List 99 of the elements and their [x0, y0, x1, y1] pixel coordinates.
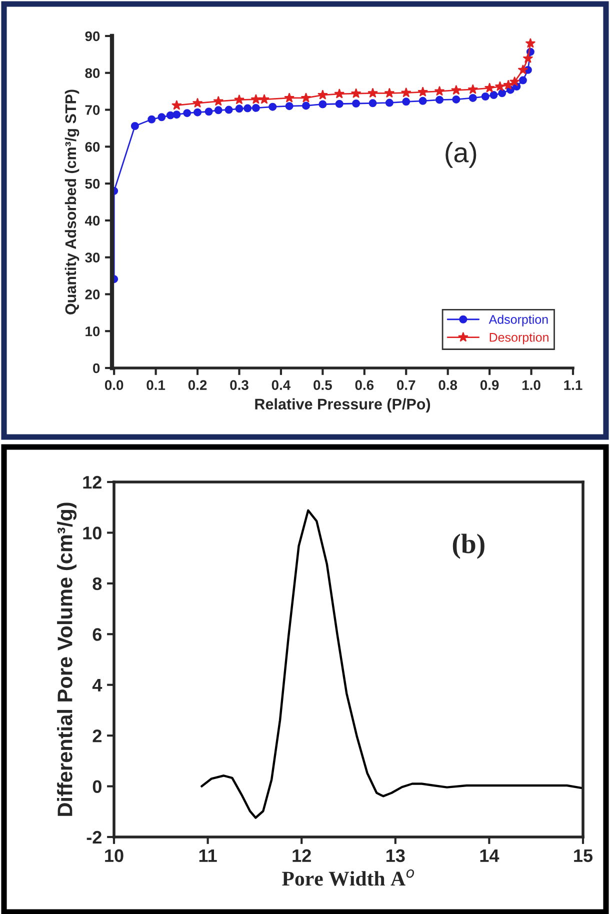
x-tick-label: 0.9 [480, 380, 499, 390]
point [468, 84, 478, 94]
x-tick-label: 15 [574, 849, 593, 862]
x-tick-label: 0.3 [230, 380, 248, 390]
point [400, 87, 412, 98]
point [172, 110, 181, 119]
x-tick-label: 12 [292, 849, 311, 862]
point [334, 88, 345, 98]
y-tick-label: 6 [92, 628, 102, 641]
y-tick-label: 30 [85, 252, 100, 263]
point [418, 96, 427, 105]
point [384, 88, 395, 98]
point [385, 98, 394, 107]
point [452, 95, 460, 104]
y-tick-label: 8 [92, 577, 102, 590]
point [158, 113, 166, 122]
point [518, 76, 527, 84]
y-tick-label: -2 [86, 830, 102, 844]
y-tick-label: 40 [84, 216, 100, 226]
y-tick-label: 4 [92, 678, 102, 692]
point [300, 92, 312, 102]
y-axis-title: Differential Pore Volume (cm³/g) [57, 502, 77, 816]
legend-label: Desorption [490, 332, 548, 344]
x-tick-label: 1.1 [564, 380, 582, 390]
point [284, 92, 294, 102]
point [194, 108, 202, 116]
point [268, 102, 277, 111]
point [481, 92, 490, 100]
point [352, 100, 360, 108]
x-tick-label: 0.5 [314, 380, 332, 390]
point [148, 115, 156, 124]
point [285, 102, 294, 110]
y-tick-label: 10 [86, 326, 100, 336]
point [494, 81, 506, 91]
point [213, 96, 224, 106]
point [503, 80, 514, 90]
point [490, 91, 498, 100]
y-tick-label: 50 [85, 178, 100, 189]
point [518, 64, 528, 74]
point [350, 88, 362, 98]
x-tick-label: 1.0 [522, 380, 540, 390]
x-tick-label: 0.2 [188, 380, 207, 390]
y-tick-label: 60 [85, 142, 100, 152]
x-tick-label: 0.8 [438, 380, 458, 390]
point [244, 104, 252, 112]
point [436, 96, 444, 104]
x-tick-label: 11 [199, 849, 217, 862]
y-tick-label: 20 [85, 290, 100, 300]
point [130, 122, 139, 130]
point [522, 53, 534, 63]
point [468, 94, 477, 102]
y-tick-label: 0 [93, 363, 100, 374]
point [484, 82, 495, 92]
y-tick-label: 2 [92, 730, 102, 742]
x-tick-label: 0.7 [397, 380, 416, 390]
legend-label: Adsorption [488, 314, 548, 326]
y-tick-label: 90 [85, 31, 100, 42]
x-axis-title: Relative Pressure (P/Po) [255, 398, 430, 413]
point [368, 88, 378, 98]
annotation: (a) [446, 142, 476, 168]
point [235, 104, 244, 113]
point [368, 99, 377, 108]
x-axis-title: Pore Width A$^{o}$ [282, 869, 414, 886]
point [172, 100, 182, 110]
x-tick-label: 0.0 [104, 380, 124, 390]
point [183, 109, 192, 118]
point [402, 98, 410, 106]
point [234, 94, 244, 104]
y-tick-label: 10 [83, 526, 102, 540]
point [418, 86, 428, 97]
y-tick-label: 70 [85, 105, 100, 115]
x-tick-label: 0.6 [355, 380, 374, 390]
point [335, 100, 344, 108]
point [214, 106, 222, 114]
x-tick-label: 13 [386, 849, 405, 862]
point [525, 38, 536, 48]
point [451, 84, 462, 95]
point [498, 89, 506, 98]
point [204, 108, 213, 116]
y-tick-label: 0 [92, 780, 102, 794]
y-tick-label: 12 [83, 476, 102, 489]
annotation: (b) [452, 534, 484, 559]
point [434, 86, 445, 96]
y-tick-label: 80 [85, 68, 100, 78]
x-tick-label: 10 [105, 849, 124, 862]
x-tick-label: 14 [480, 849, 500, 862]
point [259, 94, 270, 104]
point [224, 106, 233, 114]
point [318, 100, 327, 108]
point [250, 94, 262, 104]
point [302, 102, 310, 110]
point [252, 104, 260, 112]
x-tick-label: 0.1 [146, 380, 166, 390]
point [192, 98, 203, 108]
y-axis-title: Quantity Adsorbed (cm³/g STP) [64, 90, 80, 314]
point [509, 76, 520, 86]
x-tick-label: 0.4 [272, 380, 291, 390]
point [318, 90, 328, 100]
line-series [200, 509, 583, 819]
